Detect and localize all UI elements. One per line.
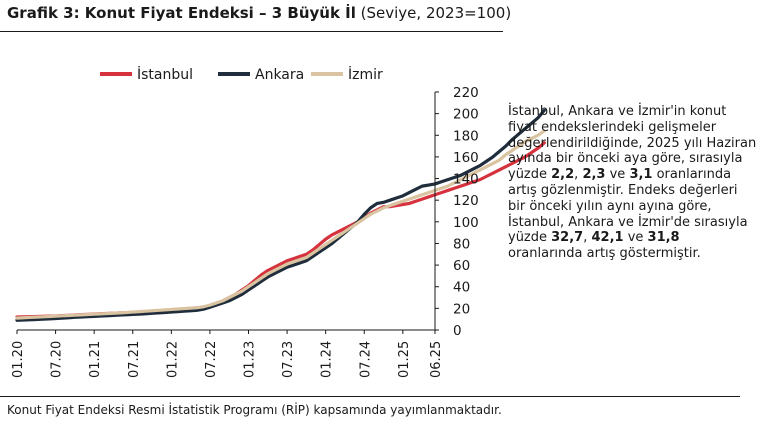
x-tick-label: 01.24	[320, 341, 335, 378]
chart-title: Grafik 3: Konut Fiyat Endeksi – 3 Büyük …	[7, 4, 512, 22]
y-tick-label: 200	[453, 107, 479, 123]
title-rule	[0, 31, 503, 32]
series-line-1	[15, 108, 546, 322]
y-tick-label: 100	[453, 215, 479, 231]
series-layer	[15, 108, 546, 322]
ankara-mom-value: 2,3	[582, 167, 606, 183]
x-tick-label: 06.25	[429, 341, 444, 378]
y-tick-label: 220	[453, 85, 479, 101]
y-tick-label: 80	[453, 236, 470, 252]
legend-label: Ankara	[255, 67, 304, 83]
x-tick-label: 01.21	[88, 341, 103, 378]
x-tick-label: 07.22	[204, 341, 219, 378]
x-tick-label: 01.20	[11, 341, 26, 378]
x-tick-label: 01.22	[165, 341, 180, 378]
footnote: Konut Fiyat Endeksi Resmi İstatistik Pro…	[7, 403, 502, 417]
y-tick-label: 40	[453, 280, 470, 296]
legend: İstanbul Ankara İzmir	[100, 65, 383, 83]
series-line-2	[15, 129, 546, 320]
legend-label: İstanbul	[137, 65, 193, 83]
y-tick-label: 120	[453, 193, 479, 209]
x-tick-label: 01.23	[243, 341, 258, 378]
ankara-yoy-value: 42,1	[591, 230, 624, 246]
izmir-mom-value: 3,1	[629, 167, 653, 183]
y-tick-label: 0	[453, 323, 462, 339]
axes: 0 20 40 60 80 100 120 140 160 180 200 220 01.20 07.20…	[11, 85, 479, 378]
istanbul-mom-value: 2,2	[551, 167, 575, 183]
istanbul-yoy-value: 32,7	[551, 230, 584, 246]
footer-rule	[0, 396, 740, 397]
y-tick-label: 20	[453, 301, 470, 317]
line-chart: İstanbul Ankara İzmir 0 20 40 60 80 100 120 140 16…	[11, 65, 546, 378]
legend-label: İzmir	[348, 65, 383, 83]
x-tick-label: 07.24	[358, 341, 373, 378]
x-tick-label: 07.21	[127, 341, 142, 378]
izmir-yoy-value: 31,8	[647, 230, 680, 246]
x-tick-label: 01.25	[397, 341, 412, 378]
y-tick-label: 140	[453, 172, 479, 188]
y-tick-label: 160	[453, 150, 479, 166]
y-tick-label: 60	[453, 258, 470, 274]
y-tick-label: 180	[453, 128, 479, 144]
x-tick-label: 07.23	[281, 341, 296, 378]
x-tick-label: 07.20	[50, 341, 65, 378]
side-commentary: İstanbul, Ankara ve İzmir'in konut fiyat…	[508, 104, 757, 262]
